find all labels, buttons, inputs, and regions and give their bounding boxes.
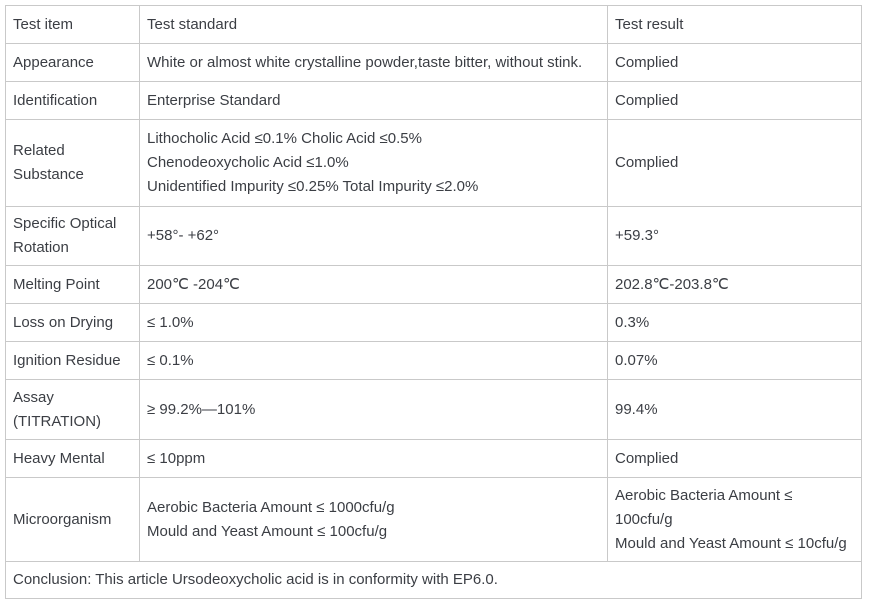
cell-item: Heavy Mental	[5, 439, 140, 478]
cell-standard: 200℃ -204℃	[139, 265, 608, 304]
conclusion-row: Conclusion: This article Ursodeoxycholic…	[5, 561, 862, 599]
row-ignition-residue: Ignition Residue ≤ 0.1% 0.07%	[5, 341, 862, 380]
cell-result: Complied	[607, 81, 862, 120]
test-report-table: Test item Test standard Test result Appe…	[5, 5, 862, 599]
cell-standard: Lithocholic Acid ≤0.1% Cholic Acid ≤0.5%…	[139, 119, 608, 207]
cell-item: Melting Point	[5, 265, 140, 304]
cell-standard: Enterprise Standard	[139, 81, 608, 120]
cell-standard: ≤ 10ppm	[139, 439, 608, 478]
cell-item: Assay (TITRATION)	[5, 379, 140, 440]
cell-standard: ≤ 0.1%	[139, 341, 608, 380]
cell-result: 0.3%	[607, 303, 862, 342]
row-appearance: Appearance White or almost white crystal…	[5, 43, 862, 82]
cell-result: Complied	[607, 119, 862, 207]
cell-standard: White or almost white crystalline powder…	[139, 43, 608, 82]
cell-result: +59.3°	[607, 206, 862, 266]
cell-item: Loss on Drying	[5, 303, 140, 342]
row-melting-point: Melting Point 200℃ -204℃ 202.8℃-203.8℃	[5, 265, 862, 304]
row-heavy-mental: Heavy Mental ≤ 10ppm Complied	[5, 439, 862, 478]
cell-result: Complied	[607, 439, 862, 478]
header-cell-test-standard: Test standard	[139, 5, 608, 44]
cell-standard: ≤ 1.0%	[139, 303, 608, 342]
row-assay-titration: Assay (TITRATION) ≥ 99.2%—101% 99.4%	[5, 379, 862, 440]
cell-result: Complied	[607, 43, 862, 82]
conclusion-cell: Conclusion: This article Ursodeoxycholic…	[5, 561, 862, 599]
row-loss-on-drying: Loss on Drying ≤ 1.0% 0.3%	[5, 303, 862, 342]
cell-result: 0.07%	[607, 341, 862, 380]
row-specific-optical-rotation: Specific Optical Rotation +58°- +62° +59…	[5, 206, 862, 266]
row-related-substance: Related Substance Lithocholic Acid ≤0.1%…	[5, 119, 862, 207]
cell-item: Appearance	[5, 43, 140, 82]
cell-item: Related Substance	[5, 119, 140, 207]
cell-standard: Aerobic Bacteria Amount ≤ 1000cfu/g Moul…	[139, 477, 608, 562]
header-row: Test item Test standard Test result	[5, 5, 862, 44]
cell-item: Microorganism	[5, 477, 140, 562]
row-identification: Identification Enterprise Standard Compl…	[5, 81, 862, 120]
cell-standard: ≥ 99.2%—101%	[139, 379, 608, 440]
cell-result: Aerobic Bacteria Amount ≤ 100cfu/g Mould…	[607, 477, 862, 562]
header-cell-test-result: Test result	[607, 5, 862, 44]
cell-item: Ignition Residue	[5, 341, 140, 380]
header-cell-test-item: Test item	[5, 5, 140, 44]
cell-standard: +58°- +62°	[139, 206, 608, 266]
cell-item: Identification	[5, 81, 140, 120]
cell-item: Specific Optical Rotation	[5, 206, 140, 266]
cell-result: 202.8℃-203.8℃	[607, 265, 862, 304]
row-microorganism: Microorganism Aerobic Bacteria Amount ≤ …	[5, 477, 862, 562]
cell-result: 99.4%	[607, 379, 862, 440]
